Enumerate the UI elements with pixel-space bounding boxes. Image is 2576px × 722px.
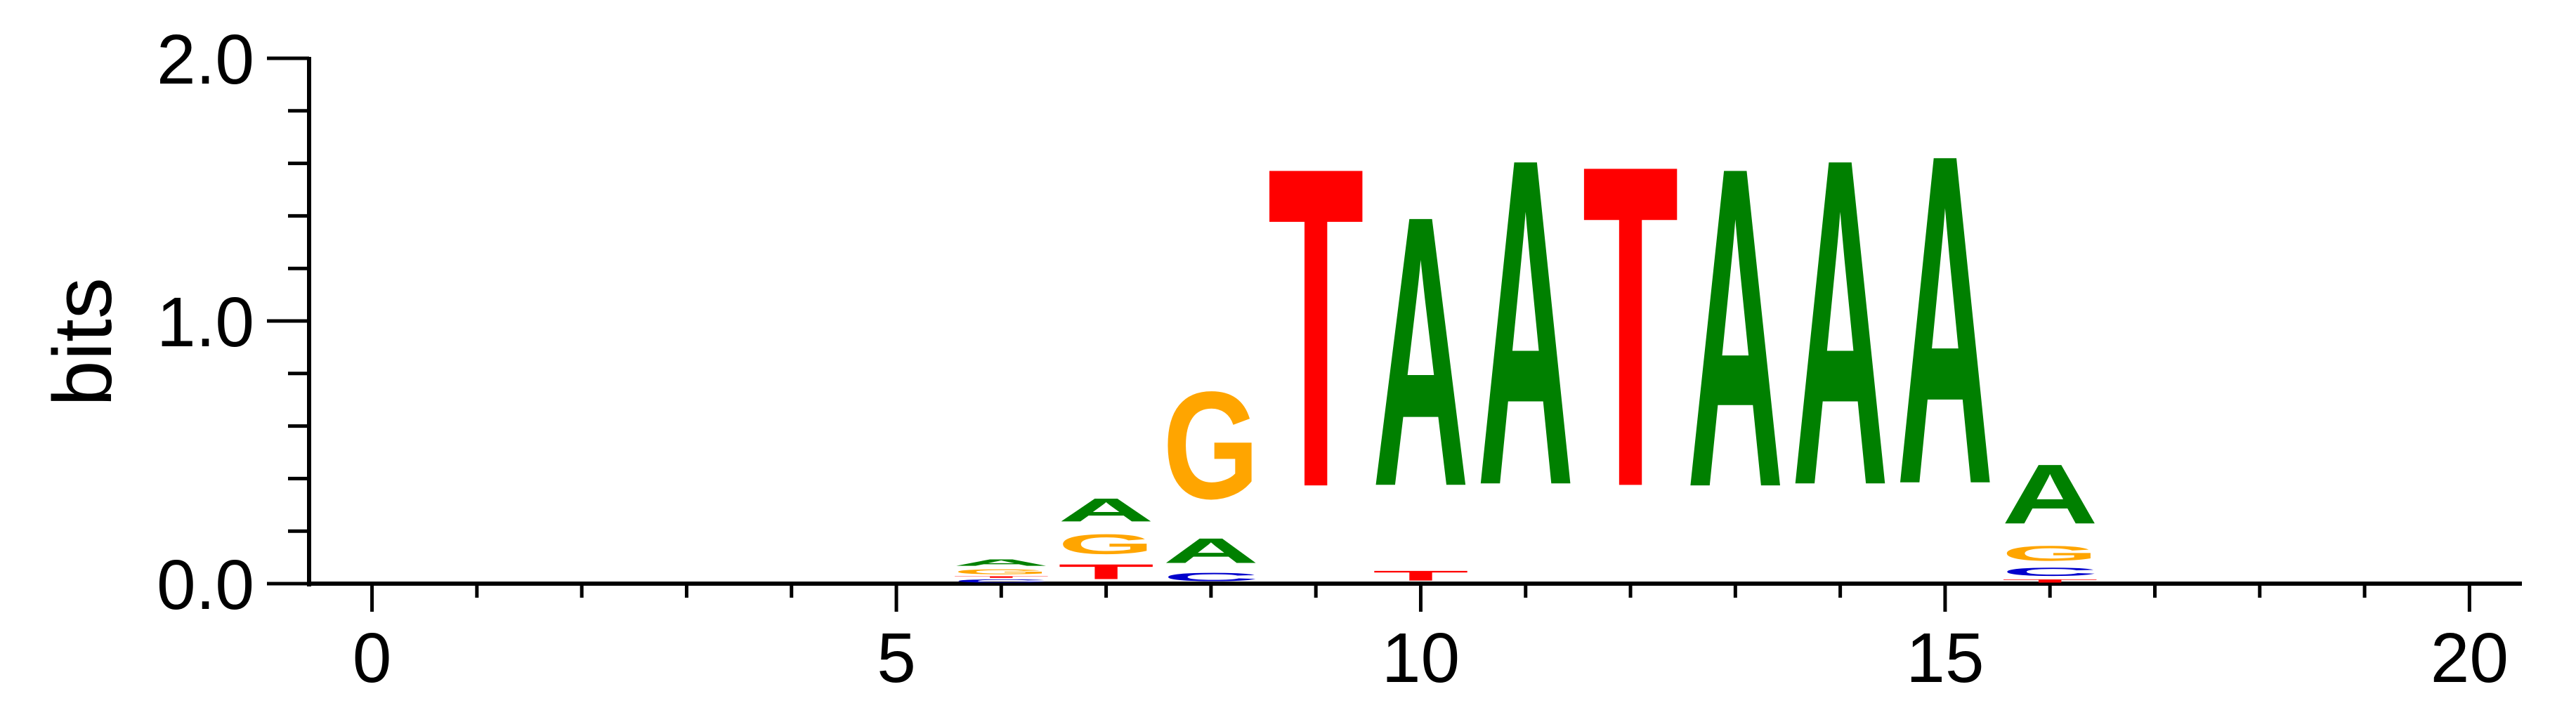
- logo-letter-c-pos-8: C: [1163, 570, 1259, 584]
- logo-letter-a-pos-14: A: [1792, 61, 1888, 582]
- x-tick-label: 0: [353, 619, 392, 697]
- y-tick-label: 0.0: [157, 546, 254, 624]
- logo-letter-a-pos-6: A: [953, 558, 1050, 568]
- logo-letter-g-pos-8: G: [1163, 360, 1259, 532]
- logo-letter-a-pos-11: A: [1477, 61, 1574, 582]
- logo-letter-a-pos-8: A: [1163, 531, 1259, 570]
- logo-letter-a-pos-16: A: [2002, 447, 2098, 542]
- logo-letter-c-pos-6: C: [953, 578, 1050, 584]
- x-tick-label: 10: [1382, 619, 1460, 697]
- logo-letter-t-pos-12: T: [1582, 69, 1678, 583]
- logo-letter-c-pos-16: C: [2002, 565, 2098, 579]
- logo-letter-g-pos-16: G: [2002, 542, 2098, 565]
- y-axis-title: bits: [37, 277, 129, 407]
- x-tick-label: 15: [1906, 619, 1984, 697]
- logo-letter-a-pos-15: A: [1897, 57, 1993, 582]
- logo-letter-a-pos-13: A: [1687, 72, 1784, 583]
- x-tick-label: 20: [2431, 619, 2509, 697]
- logo-letter-g-pos-6: G: [953, 568, 1050, 576]
- logo-letter-t-pos-7: T: [1058, 560, 1154, 584]
- y-tick-label: 2.0: [157, 20, 254, 99]
- logo-letter-t-pos-16: T: [2002, 578, 2098, 584]
- logo-letter-g-pos-7: G: [1058, 529, 1154, 560]
- x-tick-label: 5: [877, 619, 916, 697]
- logo-letter-a-pos-10: A: [1373, 136, 1469, 567]
- logo-letter-t-pos-9: T: [1268, 72, 1364, 583]
- logo-letter-a-pos-7: A: [1058, 492, 1154, 528]
- logo-letter-t-pos-10: T: [1373, 568, 1469, 584]
- logo-letter-t-pos-6: T: [953, 576, 1050, 579]
- y-tick-label: 1.0: [157, 283, 254, 362]
